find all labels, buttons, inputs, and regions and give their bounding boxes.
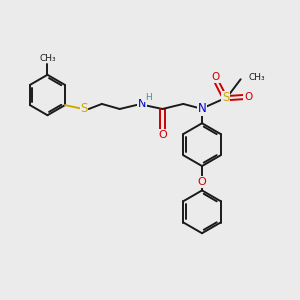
Text: CH₃: CH₃ xyxy=(249,73,266,82)
Text: O: O xyxy=(212,72,220,82)
Text: S: S xyxy=(222,92,230,104)
Text: O: O xyxy=(244,92,252,102)
Text: O: O xyxy=(198,177,206,187)
Text: H: H xyxy=(145,93,152,102)
Text: CH₃: CH₃ xyxy=(39,54,56,63)
Text: S: S xyxy=(80,103,88,116)
Text: O: O xyxy=(158,130,167,140)
Text: N: N xyxy=(198,103,206,116)
Text: N: N xyxy=(137,99,146,109)
